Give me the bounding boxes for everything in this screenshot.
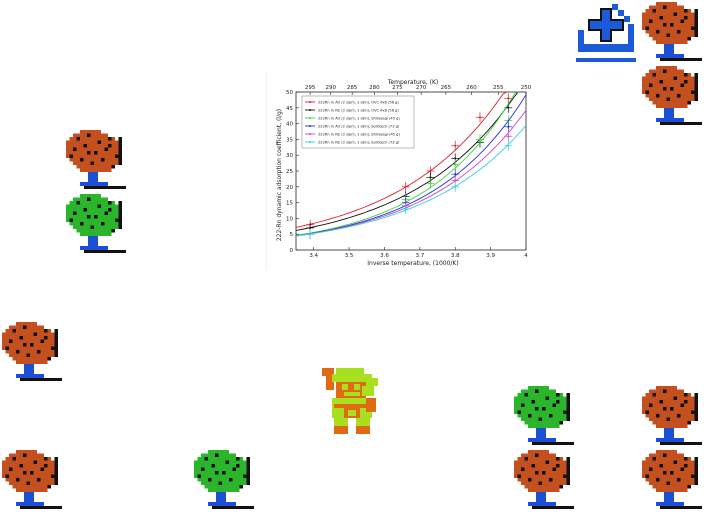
bush-icon <box>66 130 126 189</box>
hero-sprite[interactable] <box>322 364 382 436</box>
tree-orange <box>512 448 576 512</box>
tree-orange <box>640 448 704 512</box>
y-tick-label: 30 <box>286 153 293 159</box>
y-tick-label: 50 <box>286 90 293 96</box>
tree-orange <box>0 448 64 512</box>
data-point <box>309 226 312 229</box>
legend-marker <box>309 117 311 119</box>
x-tick-label: 3.9 <box>486 253 495 259</box>
data-point <box>429 170 432 172</box>
tree-green <box>512 384 576 448</box>
y-tick-label: 15 <box>286 201 293 207</box>
adsorption-chart: Temperature, (K) Inverse temperature, (1… <box>265 72 540 270</box>
legend-label: 222Rn in Air (2 slpm, 1 atm), OVC 4x8 (5… <box>318 101 399 105</box>
x-axis-label: Inverse temperature, (1000/K) <box>367 260 458 267</box>
legend-marker <box>309 133 311 135</box>
legend-label: 222Rn in N2 (2 slpm, 1 atm), Sorbtech (7… <box>318 141 400 145</box>
data-point <box>454 157 457 160</box>
data-point <box>454 179 457 182</box>
data-point <box>454 185 457 188</box>
x-tick-label: 3.7 <box>415 253 424 259</box>
tree-orange <box>64 128 128 192</box>
top-tick-label: 260 <box>466 85 477 91</box>
data-point <box>404 207 407 210</box>
bush-icon <box>642 386 702 445</box>
legend-label: 222Rn in N2 (2 slpm, 1 atm), Shirasagi (… <box>318 133 400 137</box>
top-tick-label: 280 <box>369 85 380 91</box>
bush-icon <box>642 2 702 61</box>
y-tick-label: 45 <box>286 106 293 112</box>
series-line <box>295 91 519 231</box>
y-tick-label: 25 <box>286 169 293 175</box>
tree-orange <box>640 64 704 128</box>
data-point <box>454 173 457 176</box>
legend-box <box>301 95 415 149</box>
legend-label: 222Rn in Air (2 slpm, 1 atm), Sorbtech (… <box>318 125 400 129</box>
top-tick-label: 255 <box>493 85 504 91</box>
bush-icon <box>642 450 702 509</box>
bush-icon <box>66 194 126 253</box>
data-point <box>454 144 457 147</box>
data-point <box>404 185 407 188</box>
add-to-inventory-icon <box>576 4 636 62</box>
x-tick-label: 3.4 <box>309 253 318 259</box>
bush-icon <box>194 450 254 509</box>
series-line <box>295 110 527 237</box>
top-tick-label: 275 <box>392 85 403 91</box>
x-tick-label: 3.8 <box>451 253 460 259</box>
chart-svg: Temperature, (K) Inverse temperature, (1… <box>265 72 532 270</box>
legend-marker <box>309 109 311 111</box>
top-tick-label: 290 <box>326 85 337 91</box>
legend-label: 222Rn in Air (2 slpm, 1 atm), Shirasagi … <box>318 117 400 121</box>
bush-icon <box>2 322 62 381</box>
x-tick-label: 3.5 <box>345 253 354 259</box>
legend-marker <box>309 141 311 143</box>
data-point <box>429 182 432 185</box>
bush-icon <box>514 386 574 445</box>
series-line <box>295 125 527 237</box>
tree-orange <box>0 320 64 384</box>
tree-orange <box>640 0 704 64</box>
top-tick-label: 295 <box>305 85 316 91</box>
tree-green <box>192 448 256 512</box>
data-point <box>507 106 510 109</box>
y-tick-label: 35 <box>286 137 293 143</box>
data-point <box>507 144 510 147</box>
hero-icon <box>322 368 378 434</box>
bush-icon <box>2 450 62 509</box>
data-point <box>429 176 432 179</box>
data-point <box>479 138 481 141</box>
data-point <box>507 97 510 100</box>
top-tick-label: 270 <box>416 85 427 91</box>
y-axis-label: 222-Rn dynamic adsorption coefficient, (… <box>276 109 283 241</box>
y-tick-label: 20 <box>286 185 293 191</box>
y-tick-label: 5 <box>290 232 294 238</box>
data-point <box>479 116 481 119</box>
y-tick-label: 10 <box>286 216 293 222</box>
bush-icon <box>642 66 702 125</box>
x-tick-label: 3.6 <box>380 253 389 259</box>
tree-green <box>64 192 128 256</box>
y-tick-label: 40 <box>286 122 293 128</box>
legend-marker <box>309 101 311 103</box>
legend-marker <box>309 125 311 127</box>
data-point <box>454 163 457 166</box>
legend-label: 222Rn in N2 (2 slpm, 1 atm), OVC 4x8 (56… <box>318 109 399 113</box>
data-point <box>507 135 510 138</box>
bush-icon <box>514 450 574 509</box>
data-point <box>309 233 312 236</box>
y-tick-label: 0 <box>290 248 294 254</box>
top-axis-label: Temperature, (K) <box>387 79 438 86</box>
top-tick-label: 265 <box>441 85 452 91</box>
top-tick-label: 250 <box>521 85 532 91</box>
add-to-inventory-button[interactable] <box>572 0 640 64</box>
tree-orange <box>640 384 704 448</box>
top-tick-label: 285 <box>347 85 358 91</box>
series-line <box>295 91 519 236</box>
series-line <box>295 91 508 228</box>
data-point <box>507 125 510 128</box>
x-tick-label: 4 <box>524 253 528 259</box>
